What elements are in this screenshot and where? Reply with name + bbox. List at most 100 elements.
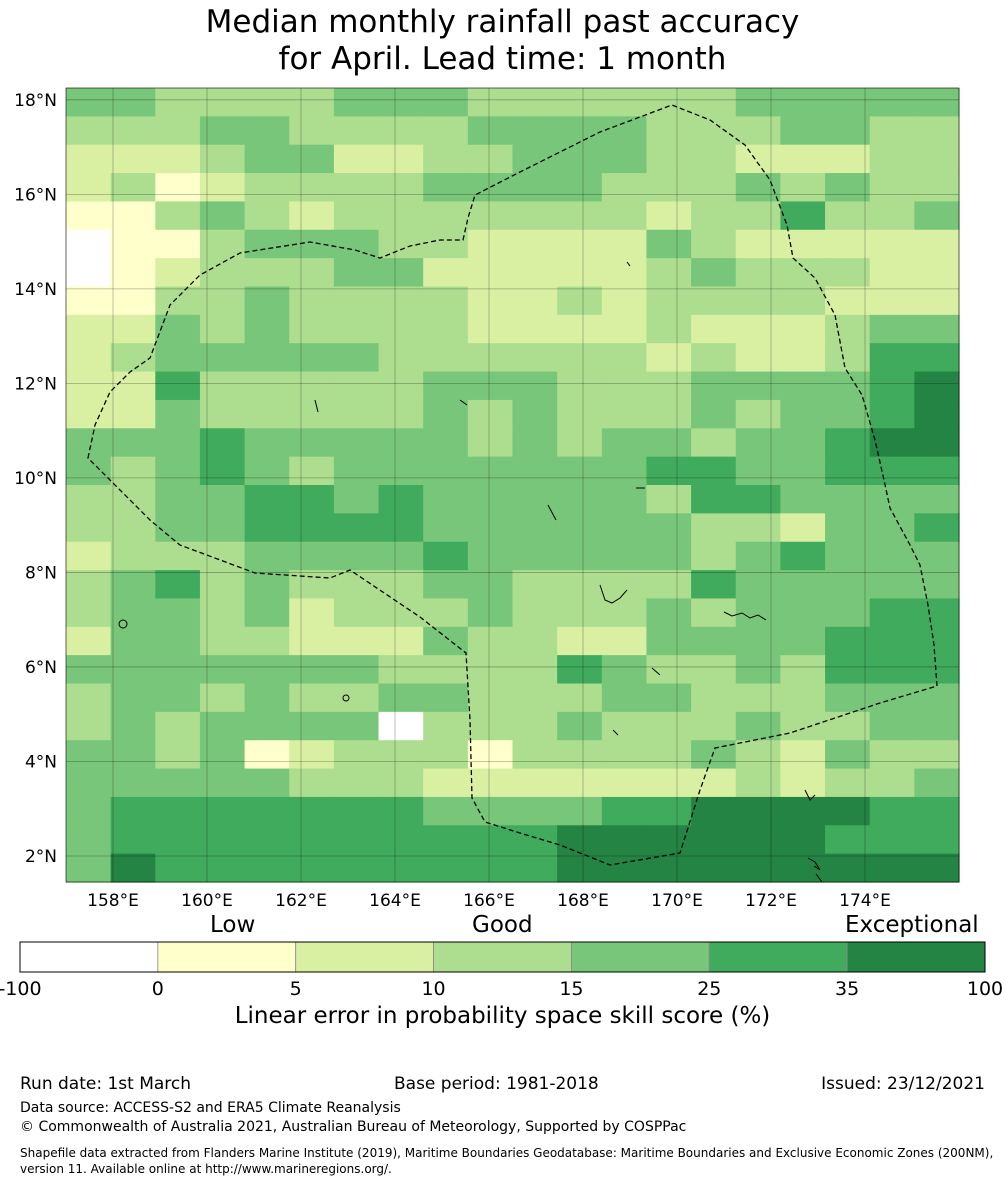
grid-cell <box>601 825 648 855</box>
grid-cell <box>244 88 290 117</box>
grid-cell <box>691 258 737 288</box>
grid-cell <box>423 173 469 203</box>
longitude-labels: 158°E 160°E 162°E 164°E 166°E 168°E 170°E 172°E… <box>87 891 891 911</box>
grid-cell <box>244 485 290 514</box>
grid-cell <box>512 258 558 288</box>
grid-cell <box>244 144 290 174</box>
grid-cell <box>691 343 737 373</box>
grid-cell <box>646 116 692 146</box>
grid-cell <box>646 314 692 344</box>
grid-cell <box>512 314 558 344</box>
lon-label: 158°E <box>87 891 139 911</box>
grid-cell <box>244 570 290 600</box>
grid-cell <box>512 541 558 571</box>
grid-cell <box>110 173 156 203</box>
grid-cell <box>289 456 335 486</box>
grid-cell <box>289 201 335 231</box>
grid-cell <box>914 173 960 203</box>
grid-cell <box>512 88 558 117</box>
island-outline <box>804 789 816 801</box>
grid-cell <box>825 343 871 373</box>
grid-cell <box>244 825 290 855</box>
grid-cell <box>66 201 112 231</box>
map-frame <box>65 87 960 883</box>
lon-label: 166°E <box>463 891 515 911</box>
colorbar-frame <box>19 941 986 973</box>
lon-label: 172°E <box>745 891 797 911</box>
grid-cell <box>914 513 960 543</box>
grid-cell <box>66 229 112 259</box>
grid-cell <box>66 598 112 628</box>
grid-cell <box>601 258 648 288</box>
grid-cell <box>199 88 246 117</box>
grid-cell <box>601 201 648 231</box>
grid-cell <box>155 314 201 344</box>
grid-cell <box>601 371 648 401</box>
grid-cell <box>780 144 826 174</box>
grid-cell <box>735 796 781 826</box>
grid-cell <box>110 825 156 855</box>
grid-cell <box>199 173 246 203</box>
grid-cell <box>557 88 603 117</box>
grid-cell <box>735 88 781 117</box>
grid-cell <box>601 711 648 741</box>
grid-cell <box>646 371 692 401</box>
lat-label: 8°N <box>25 563 57 583</box>
grid-cell <box>780 116 826 146</box>
grid-cell <box>110 683 156 713</box>
grid-cell <box>155 768 201 798</box>
grid-cell <box>780 258 826 288</box>
lat-label: 6°N <box>25 658 57 678</box>
grid-cell <box>378 286 424 316</box>
grid-cell <box>914 116 960 146</box>
grid-cell <box>66 88 112 117</box>
grid-cell <box>869 88 915 117</box>
grid-cell <box>601 399 648 429</box>
grid-cell <box>333 371 380 401</box>
grid-cell <box>735 286 781 316</box>
grid-cell <box>512 343 558 373</box>
grid-cell <box>423 853 469 883</box>
grid-cell <box>110 655 156 685</box>
grid-cell <box>646 343 692 373</box>
grid-cell <box>601 314 648 344</box>
grid-cell <box>735 570 781 600</box>
grid-cell <box>512 683 558 713</box>
grid-cell <box>557 201 603 231</box>
grid-cell <box>289 485 335 514</box>
grid-cell <box>825 258 871 288</box>
grid-cell <box>155 343 201 373</box>
grid-cell <box>199 626 246 656</box>
shapefile-credit-line1: Shapefile data extracted from Flanders M… <box>20 1146 994 1160</box>
grid-cell <box>333 456 380 486</box>
grid-cell <box>869 399 915 429</box>
grid-cell <box>289 428 335 458</box>
grid-cell <box>869 144 915 174</box>
grid-cell <box>557 768 603 798</box>
grid-cell <box>289 116 335 146</box>
grid-cell <box>691 229 737 259</box>
grid-cell <box>155 229 201 259</box>
data-source: Data source: ACCESS-S2 and ERA5 Climate … <box>20 1100 401 1116</box>
grid-cell <box>66 258 112 288</box>
grid-cell <box>110 314 156 344</box>
grid-cell <box>467 598 514 628</box>
grid-cell <box>869 711 915 741</box>
grid-cell <box>735 598 781 628</box>
grid-cell <box>512 116 558 146</box>
grid-cell <box>244 598 290 628</box>
grid-cell <box>333 173 380 203</box>
grid-cell <box>601 456 648 486</box>
grid-cell <box>557 456 603 486</box>
grid-cell <box>289 598 335 628</box>
grid-cell <box>66 116 112 146</box>
grid-cell <box>467 286 514 316</box>
grid-cell <box>110 343 156 373</box>
grid-cell <box>646 286 692 316</box>
grid-cell <box>825 598 871 628</box>
grid-cell <box>825 399 871 429</box>
grid-cell <box>378 201 424 231</box>
grid-cell <box>66 740 112 770</box>
grid-cell <box>378 711 424 741</box>
grid-cell <box>423 201 469 231</box>
